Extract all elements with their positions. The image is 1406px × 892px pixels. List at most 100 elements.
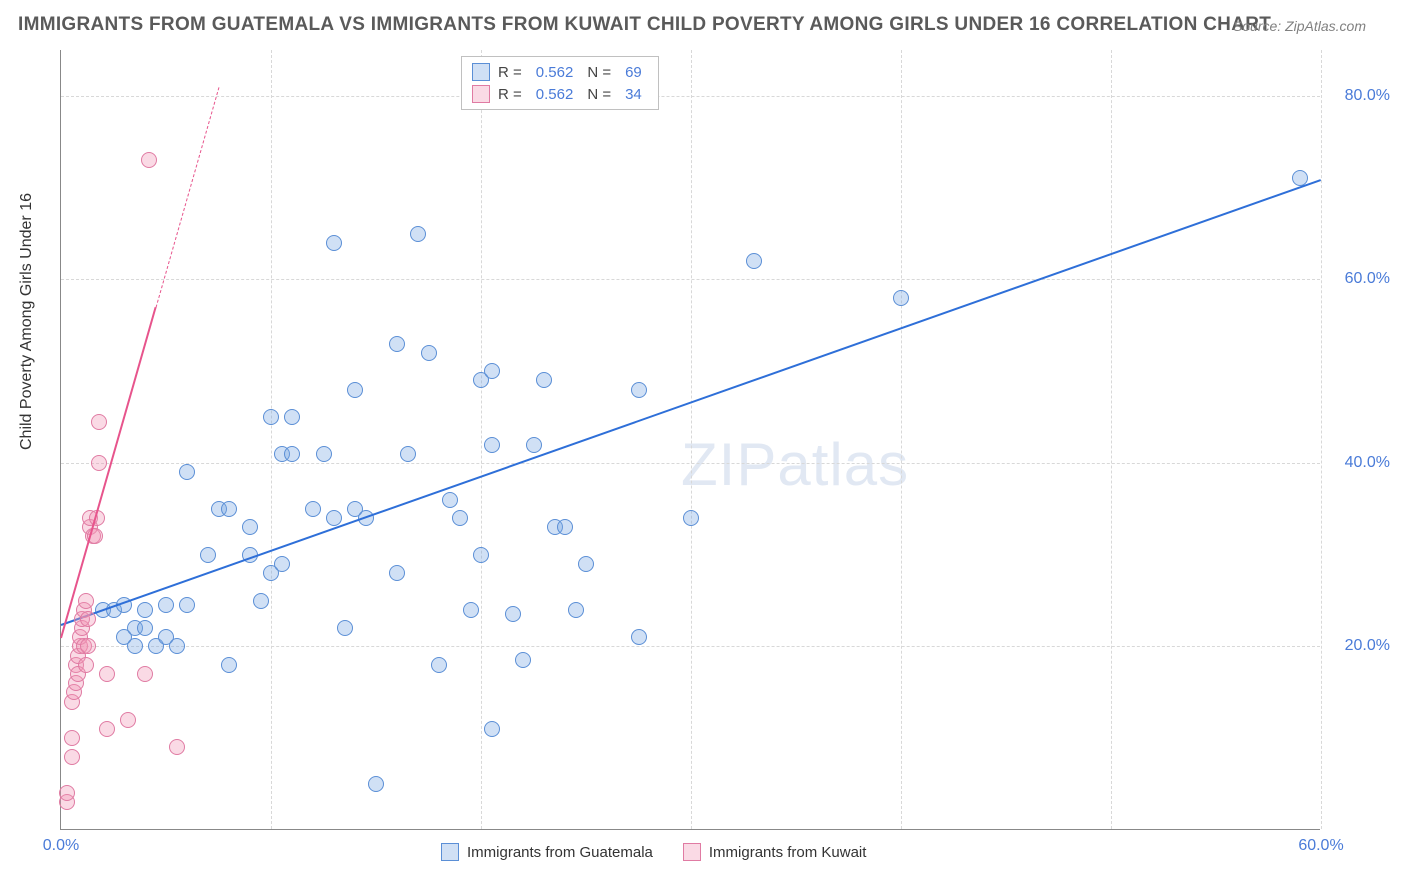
n-value: 34 [625, 86, 642, 103]
legend-series-label: Immigrants from Guatemala [467, 844, 653, 861]
y-tick-label: 60.0% [1345, 270, 1390, 288]
x-tick-label: 60.0% [1298, 837, 1343, 855]
gridline-v [691, 50, 692, 829]
data-point [631, 382, 647, 398]
data-point [578, 556, 594, 572]
data-point [284, 409, 300, 425]
data-point [316, 446, 332, 462]
data-point [59, 785, 75, 801]
data-point [179, 597, 195, 613]
y-tick-label: 40.0% [1345, 454, 1390, 472]
data-point [410, 226, 426, 242]
legend-series-item: Immigrants from Guatemala [441, 843, 653, 861]
gridline-v [481, 50, 482, 829]
data-point [78, 593, 94, 609]
data-point [484, 437, 500, 453]
plot-area: ZIPatlas R =0.562N =69R =0.562N =34 Immi… [60, 50, 1320, 830]
legend-stat-row: R = 0.562 N = 34 [472, 83, 648, 105]
data-point [91, 414, 107, 430]
data-point [484, 721, 500, 737]
y-axis-label: Child Poverty Among Girls Under 16 [18, 193, 36, 450]
data-point [253, 593, 269, 609]
data-point [120, 712, 136, 728]
data-point [631, 629, 647, 645]
r-value: 0.562 [536, 64, 574, 81]
data-point [683, 510, 699, 526]
data-point [452, 510, 468, 526]
trend-line-dashed [155, 87, 219, 308]
data-point [137, 602, 153, 618]
data-point [78, 657, 94, 673]
legend-series: Immigrants from Guatemala Immigrants from… [441, 843, 866, 861]
r-value: 0.562 [536, 86, 574, 103]
data-point [179, 464, 195, 480]
data-point [431, 657, 447, 673]
data-point [305, 501, 321, 517]
gridline-v [1111, 50, 1112, 829]
data-point [141, 152, 157, 168]
r-label: R = [498, 64, 522, 81]
data-point [80, 611, 96, 627]
gridline-h [61, 279, 1320, 280]
data-point [169, 739, 185, 755]
trend-line [60, 308, 156, 639]
data-point [326, 235, 342, 251]
data-point [893, 290, 909, 306]
y-tick-label: 20.0% [1345, 637, 1390, 655]
data-point [274, 556, 290, 572]
n-label: N = [587, 86, 611, 103]
data-point [442, 492, 458, 508]
data-point [99, 721, 115, 737]
data-point [526, 437, 542, 453]
data-point [484, 363, 500, 379]
y-tick-label: 80.0% [1345, 87, 1390, 105]
legend-series-label: Immigrants from Kuwait [709, 844, 867, 861]
n-value: 69 [625, 64, 642, 81]
legend-swatch [472, 63, 490, 81]
data-point [127, 638, 143, 654]
data-point [463, 602, 479, 618]
data-point [515, 652, 531, 668]
data-point [368, 776, 384, 792]
gridline-h [61, 463, 1320, 464]
data-point [284, 446, 300, 462]
legend-stats: R = 0.562 N = 69 R = 0.562 N = 34 [461, 56, 659, 110]
legend-stat-row: R =0.562N =69 [472, 61, 648, 83]
x-tick-label: 0.0% [43, 837, 79, 855]
data-point [169, 638, 185, 654]
data-point [64, 749, 80, 765]
data-point [746, 253, 762, 269]
data-point [473, 547, 489, 563]
data-point [137, 666, 153, 682]
data-point [326, 510, 342, 526]
gridline-v [901, 50, 902, 829]
gridline-v [1321, 50, 1322, 829]
data-point [137, 620, 153, 636]
data-point [400, 446, 416, 462]
r-label: R = [498, 86, 522, 103]
data-point [568, 602, 584, 618]
watermark: ZIPatlas [681, 430, 909, 499]
data-point [421, 345, 437, 361]
legend-series-item: Immigrants from Kuwait [683, 843, 867, 861]
data-point [91, 455, 107, 471]
data-point [221, 657, 237, 673]
data-point [158, 597, 174, 613]
data-point [536, 372, 552, 388]
data-point [200, 547, 216, 563]
data-point [80, 638, 96, 654]
data-point [242, 519, 258, 535]
data-point [505, 606, 521, 622]
gridline-v [271, 50, 272, 829]
chart-title: IMMIGRANTS FROM GUATEMALA VS IMMIGRANTS … [18, 14, 1271, 36]
data-point [64, 730, 80, 746]
legend-swatch [441, 843, 459, 861]
data-point [389, 336, 405, 352]
data-point [221, 501, 237, 517]
data-point [557, 519, 573, 535]
legend-swatch [472, 85, 490, 103]
data-point [263, 409, 279, 425]
gridline-h [61, 646, 1320, 647]
gridline-h [61, 96, 1320, 97]
data-point [389, 565, 405, 581]
